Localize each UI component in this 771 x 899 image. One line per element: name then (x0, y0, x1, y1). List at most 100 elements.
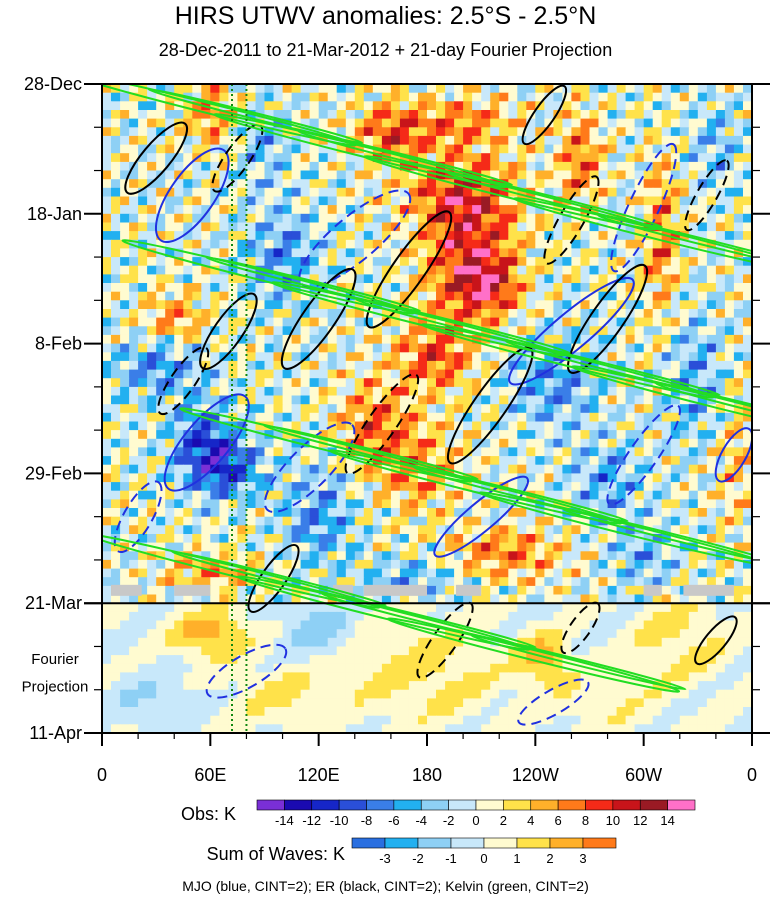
heatmap-cell (743, 283, 752, 293)
heatmap-cell (309, 196, 320, 206)
heatmap-cell (508, 326, 518, 336)
heatmap-cell (508, 196, 518, 206)
heatmap-cell (598, 196, 609, 206)
heatmap-cell (679, 187, 690, 198)
heatmap-cell (481, 283, 491, 293)
heatmap-cell (517, 352, 527, 362)
heatmap-cell (445, 542, 455, 552)
heatmap-cell (535, 326, 545, 336)
heatmap-cell (553, 421, 563, 431)
heatmap-cell (643, 309, 654, 319)
heatmap-cell (535, 205, 545, 215)
heatmap-cell (418, 231, 428, 241)
heatmap-cell (526, 118, 536, 128)
heatmap-cell (661, 525, 672, 535)
heatmap-cell (724, 283, 735, 293)
heatmap-cell (463, 499, 473, 509)
heatmap-cell (174, 187, 184, 198)
heatmap-cell (706, 369, 717, 379)
heatmap-cell (598, 542, 609, 552)
heatmap-cell (255, 127, 266, 137)
heatmap-cell (652, 283, 663, 293)
heatmap-cell (490, 170, 500, 180)
heatmap-cell (454, 559, 464, 570)
heatmap-cell (147, 144, 157, 154)
heatmap-cell (517, 620, 527, 630)
heatmap-cell (264, 681, 275, 691)
heatmap-cell (273, 92, 284, 102)
heatmap-cell (291, 430, 302, 440)
heatmap-cell (427, 395, 437, 405)
heatmap-cell (490, 508, 500, 518)
heatmap-cell (102, 603, 112, 613)
heatmap-cell (481, 196, 491, 206)
heatmap-cell (111, 343, 121, 353)
heatmap-cell (102, 430, 112, 440)
heatmap-cell (724, 559, 735, 570)
heatmap-cell (336, 464, 347, 474)
heatmap-cell (372, 551, 383, 561)
heatmap-cell (399, 508, 410, 518)
heatmap-cell (743, 490, 752, 500)
heatmap-cell (661, 473, 672, 483)
heatmap-cell (571, 265, 581, 275)
heatmap-cell (661, 110, 672, 120)
heatmap-cell (408, 222, 419, 232)
heatmap-cell (634, 205, 645, 215)
heatmap-cell (165, 430, 175, 440)
heatmap-cell (634, 386, 645, 397)
heatmap-cell (481, 542, 491, 552)
heatmap-cell (625, 646, 636, 656)
heatmap-cell (183, 291, 193, 301)
heatmap-cell (517, 144, 527, 154)
heatmap-cell (372, 456, 383, 466)
heatmap-cell (192, 187, 202, 198)
heatmap-cell (445, 369, 455, 379)
heatmap-cell (174, 430, 184, 440)
heatmap-cell (706, 360, 717, 371)
heatmap-cell (526, 456, 536, 466)
heatmap-cell (156, 438, 166, 449)
heatmap-cell (625, 534, 636, 544)
heatmap-cell (192, 309, 202, 319)
heatmap-cell (445, 265, 455, 275)
heatmap-cell (246, 248, 256, 258)
heatmap-cell (291, 386, 302, 397)
heatmap-cell (354, 551, 365, 561)
heatmap-cell (454, 118, 464, 128)
heatmap-cell (390, 205, 401, 215)
heatmap-cell (544, 84, 554, 94)
heatmap-cell (499, 369, 509, 379)
heatmap-cell (228, 525, 238, 535)
heatmap-cell (120, 499, 130, 509)
heatmap-cell (318, 395, 329, 405)
heatmap-cell (129, 464, 139, 474)
heatmap-cell (354, 334, 365, 345)
heatmap-cell (345, 395, 356, 405)
heatmap-cell (733, 482, 744, 492)
heatmap-cell (544, 274, 554, 284)
heatmap-cell (273, 257, 284, 267)
heatmap-cell (418, 482, 428, 492)
heatmap-cell (490, 655, 500, 665)
heatmap-cell (255, 378, 266, 388)
heatmap-cell (607, 127, 618, 137)
heatmap-cell (318, 326, 329, 336)
heatmap-cell (679, 499, 690, 509)
heatmap-cell (129, 482, 139, 492)
heatmap-cell (363, 447, 374, 457)
heatmap-cell (724, 317, 735, 327)
heatmap-cell (526, 101, 536, 111)
heatmap-cell (102, 144, 112, 154)
heatmap-cell (174, 257, 184, 267)
heatmap-cell (553, 672, 563, 682)
heatmap-cell (300, 352, 311, 362)
heatmap-cell (715, 499, 726, 509)
heatmap-cell (652, 438, 663, 449)
heatmap-cell (472, 559, 482, 570)
heatmap-cell (715, 386, 726, 397)
heatmap-cell (111, 222, 121, 232)
heatmap-cell (679, 473, 690, 483)
heatmap-cell (174, 551, 184, 561)
heatmap-cell (634, 516, 645, 526)
